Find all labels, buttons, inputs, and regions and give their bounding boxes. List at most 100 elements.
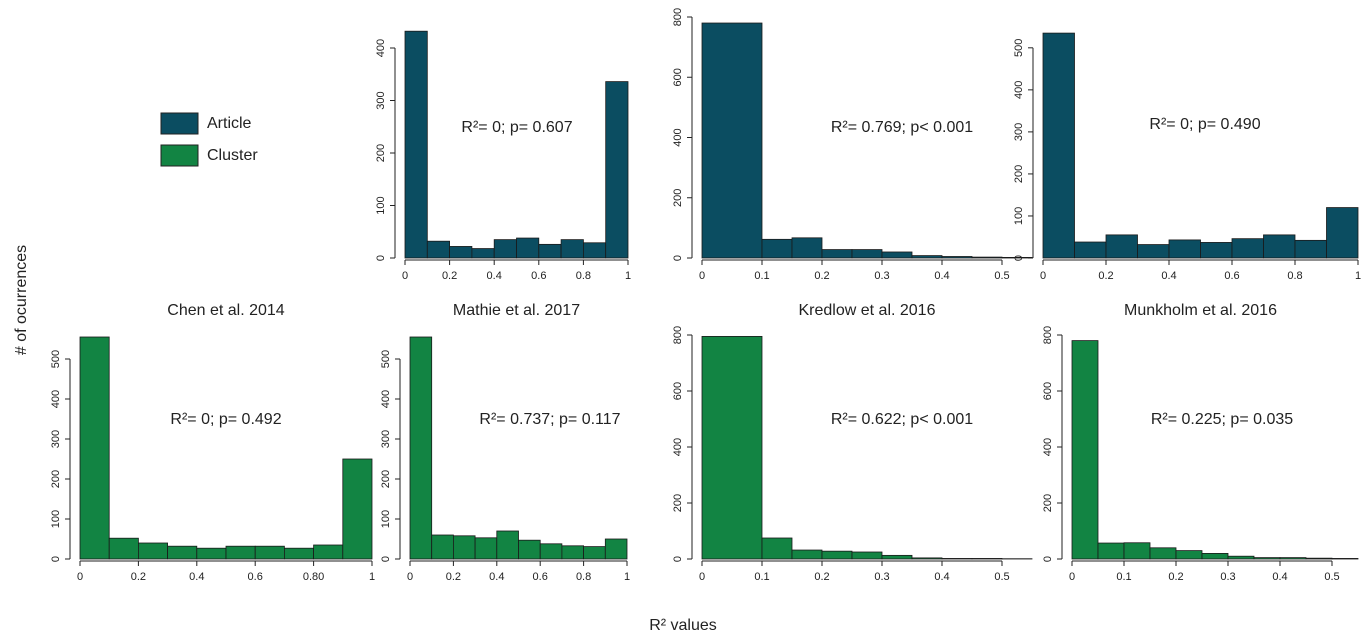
bar — [518, 539, 541, 560]
bar — [583, 242, 607, 259]
bar — [1279, 557, 1307, 560]
y-tick-label: 0 — [1013, 255, 1025, 261]
bar — [493, 239, 517, 259]
x-tick-label: 0.1 — [754, 270, 769, 282]
y-tick-label: 200 — [672, 494, 684, 512]
bar — [225, 545, 256, 560]
y-tick-label: 400 — [50, 390, 62, 408]
bar — [560, 239, 584, 259]
x-tick-label: 1 — [369, 571, 375, 583]
x-tick-label: 0 — [699, 270, 705, 282]
bar — [821, 249, 853, 259]
x-tick-label: 0.5 — [994, 571, 1009, 583]
bar — [452, 535, 476, 560]
x-tick-label: 0.1 — [1116, 571, 1131, 583]
annotation: R²= 0; p= 0.607 — [461, 119, 572, 136]
x-tick-label: 0.1 — [754, 571, 769, 583]
x-tick-label: 0 — [699, 571, 705, 583]
y-tick-label: 200 — [380, 470, 392, 488]
x-tick-label: 0.3 — [874, 270, 889, 282]
bar — [1175, 550, 1203, 560]
x-tick-label: 0.6 — [248, 571, 263, 583]
bar — [404, 30, 428, 259]
bar — [474, 537, 498, 560]
bar — [701, 335, 763, 560]
bar — [496, 530, 519, 560]
x-tick-label: 0.80 — [303, 571, 324, 583]
x-tick-label: 0.6 — [533, 571, 548, 583]
x-tick-label: 0 — [1069, 571, 1075, 583]
bar — [1331, 558, 1359, 560]
x-tick-label: 0.3 — [1220, 571, 1235, 583]
y-tick-label: 600 — [672, 382, 684, 400]
bar — [605, 81, 629, 259]
bar — [449, 246, 473, 259]
x-tick-label: 0.6 — [531, 270, 546, 282]
y-tick-label: 200 — [1042, 494, 1054, 512]
x-tick-label: 1 — [625, 270, 631, 282]
annotation: R²= 0.737; p= 0.117 — [479, 411, 620, 428]
panel-title: Chen et al. 2014 — [167, 302, 285, 319]
x-tick-label: 0.4 — [189, 571, 204, 583]
x-tick-label: 0.4 — [489, 571, 504, 583]
y-tick-label: 800 — [672, 8, 684, 26]
y-tick-label: 500 — [50, 350, 62, 368]
x-tick-label: 0.2 — [1168, 571, 1183, 583]
x-tick-label: 0.2 — [1098, 270, 1113, 282]
bar — [1105, 234, 1138, 259]
y-tick-label: 800 — [1042, 326, 1054, 344]
y-tick-label: 100 — [1013, 207, 1025, 225]
annotation: R²= 0.769; p< 0.001 — [831, 119, 973, 136]
y-tick-label: 400 — [1042, 438, 1054, 456]
bar — [971, 558, 1003, 560]
bar — [1326, 207, 1359, 259]
bar — [791, 549, 823, 560]
bar — [137, 542, 168, 560]
bar — [313, 544, 344, 560]
x-tick-label: 0 — [1040, 270, 1046, 282]
x-tick-label: 1 — [624, 571, 630, 583]
bar — [911, 255, 943, 259]
bar — [583, 546, 606, 560]
x-tick-label: 0.4 — [1272, 571, 1287, 583]
y-tick-label: 500 — [380, 350, 392, 368]
x-tick-label: 0.2 — [814, 571, 829, 583]
legend-swatch — [160, 144, 199, 167]
y-tick-label: 0 — [672, 556, 684, 562]
legend-label: Article — [207, 115, 252, 132]
bar — [1168, 239, 1201, 259]
bar — [1305, 557, 1333, 560]
y-tick-label: 600 — [1042, 382, 1054, 400]
y-tick-label: 100 — [50, 510, 62, 528]
x-tick-label: 0.6 — [1224, 270, 1239, 282]
x-tick-label: 0 — [402, 270, 408, 282]
x-tick-label: 0.8 — [576, 571, 591, 583]
bar — [1227, 555, 1255, 560]
bar — [1201, 553, 1229, 560]
bar — [881, 251, 913, 259]
panel-title: Munkholm et al. 2016 — [1124, 302, 1277, 319]
panel-title: Mathie et al. 2017 — [453, 302, 580, 319]
bar — [1071, 340, 1099, 560]
y-tick-label: 0 — [672, 255, 684, 261]
x-tick-label: 0 — [407, 571, 413, 583]
x-tick-label: 0.5 — [1324, 571, 1339, 583]
y-tick-label: 200 — [375, 144, 387, 162]
y-tick-label: 400 — [1013, 81, 1025, 99]
x-axis-label: R² values — [649, 617, 717, 634]
bar — [1149, 547, 1177, 560]
bar — [1253, 557, 1281, 560]
bar — [1200, 242, 1233, 259]
bar — [941, 256, 973, 259]
y-tick-label: 300 — [380, 430, 392, 448]
bar — [167, 545, 198, 560]
bar — [941, 558, 973, 560]
x-tick-label: 1 — [1355, 270, 1361, 282]
y-tick-label: 300 — [50, 430, 62, 448]
y-tick-label: 200 — [672, 189, 684, 207]
x-tick-label: 0.5 — [994, 270, 1009, 282]
bar — [539, 543, 563, 560]
x-tick-label: 0.4 — [487, 270, 502, 282]
x-tick-label: 0.4 — [934, 270, 949, 282]
